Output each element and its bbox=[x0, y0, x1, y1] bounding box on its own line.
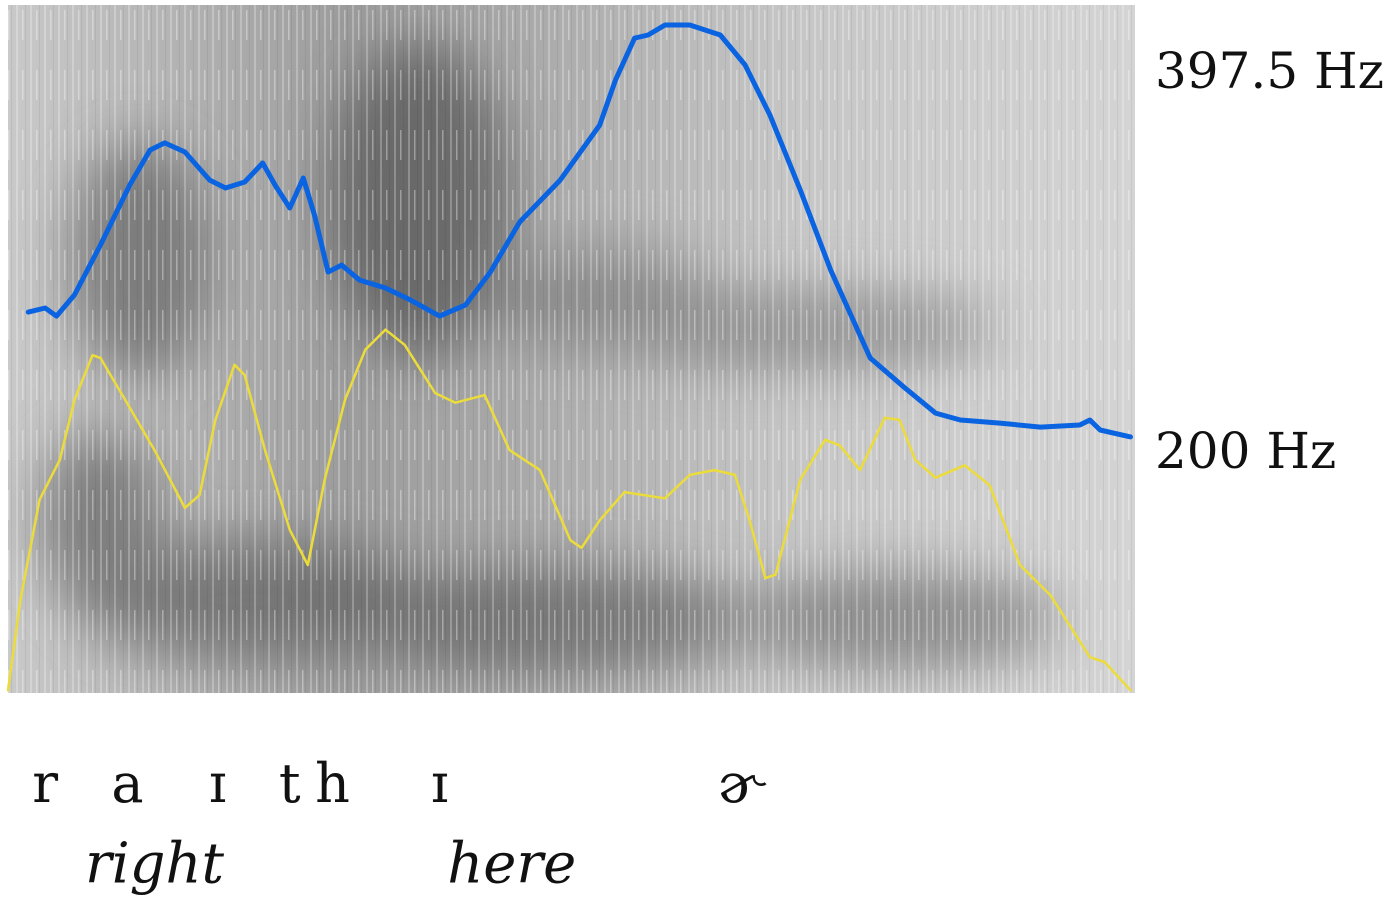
phone-label: ɪ bbox=[209, 752, 226, 815]
phone-label: r bbox=[32, 752, 58, 815]
y-tick-label: 200 Hz bbox=[1155, 422, 1336, 480]
spectrogram bbox=[8, 5, 1135, 693]
contour-line bbox=[25, 22, 1133, 440]
word-label: here bbox=[447, 832, 576, 897]
contour-line bbox=[6, 328, 1132, 692]
phone-label: h bbox=[315, 752, 350, 815]
phone-label: t bbox=[279, 752, 301, 815]
y-tick-label: 397.5 Hz bbox=[1155, 42, 1384, 100]
word-label: right bbox=[85, 832, 225, 897]
phone-label: a bbox=[111, 752, 143, 815]
phone-label: ɪ bbox=[431, 752, 448, 815]
phone-label: ɚ bbox=[718, 752, 767, 815]
